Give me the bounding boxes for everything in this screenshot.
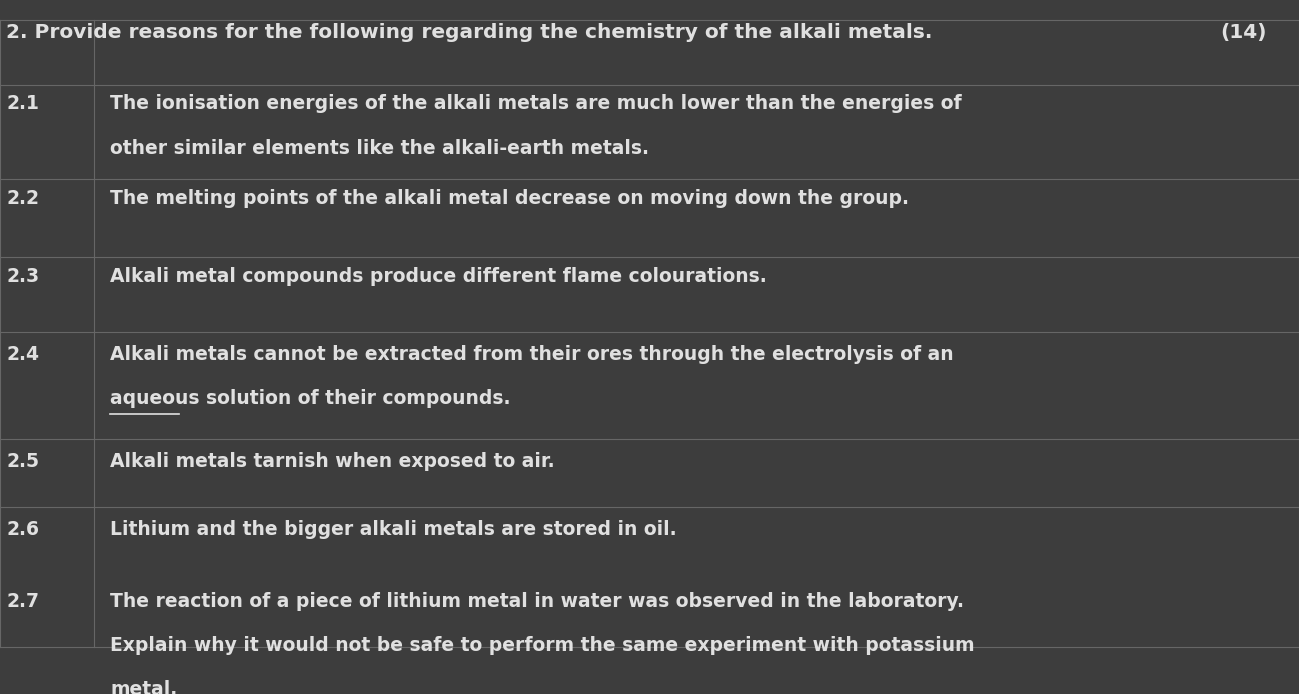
Text: The reaction of a piece of lithium metal in water was observed in the laboratory: The reaction of a piece of lithium metal… <box>110 592 964 611</box>
Text: (14): (14) <box>1220 23 1267 42</box>
Text: Explain why it would not be safe to perform the same experiment with potassium: Explain why it would not be safe to perf… <box>110 636 976 655</box>
Text: aqueous solution of their compounds.: aqueous solution of their compounds. <box>110 389 511 408</box>
Text: 2.1: 2.1 <box>6 94 39 113</box>
Text: The melting points of the alkali metal decrease on moving down the group.: The melting points of the alkali metal d… <box>110 189 909 208</box>
Text: 2. Provide reasons for the following regarding the chemistry of the alkali metal: 2. Provide reasons for the following reg… <box>6 23 933 42</box>
Text: The ionisation energies of the alkali metals are much lower than the energies of: The ionisation energies of the alkali me… <box>110 94 963 113</box>
Text: Alkali metal compounds produce different flame colourations.: Alkali metal compounds produce different… <box>110 266 768 286</box>
Text: Alkali metals cannot be extracted from their ores through the electrolysis of an: Alkali metals cannot be extracted from t… <box>110 345 953 364</box>
Text: 2.5: 2.5 <box>6 452 39 471</box>
Text: metal.: metal. <box>110 680 178 694</box>
Text: 2.6: 2.6 <box>6 520 39 539</box>
Text: 2.2: 2.2 <box>6 189 39 208</box>
Text: 2.3: 2.3 <box>6 266 40 286</box>
Text: Lithium and the bigger alkali metals are stored in oil.: Lithium and the bigger alkali metals are… <box>110 520 677 539</box>
Text: 2.7: 2.7 <box>6 592 39 611</box>
Text: other similar elements like the alkali-earth metals.: other similar elements like the alkali-e… <box>110 139 649 158</box>
Text: 2.4: 2.4 <box>6 345 39 364</box>
Text: Alkali metals tarnish when exposed to air.: Alkali metals tarnish when exposed to ai… <box>110 452 555 471</box>
